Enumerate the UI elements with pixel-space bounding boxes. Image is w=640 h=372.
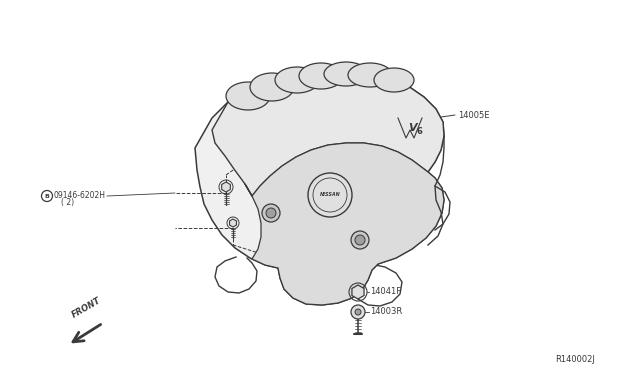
Polygon shape — [195, 72, 444, 305]
Text: 14041F: 14041F — [370, 288, 401, 296]
Text: R140002J: R140002J — [555, 356, 595, 365]
Text: ( 2): ( 2) — [61, 198, 74, 206]
Circle shape — [308, 173, 352, 217]
Text: V: V — [408, 123, 416, 133]
Circle shape — [355, 309, 361, 315]
Ellipse shape — [348, 63, 392, 87]
Circle shape — [351, 305, 365, 319]
Ellipse shape — [250, 73, 294, 101]
Ellipse shape — [275, 67, 319, 93]
Text: 09146-6202H: 09146-6202H — [54, 192, 106, 201]
Ellipse shape — [374, 68, 414, 92]
Ellipse shape — [226, 82, 270, 110]
Circle shape — [266, 208, 276, 218]
Text: 14003R: 14003R — [370, 308, 403, 317]
Circle shape — [351, 231, 369, 249]
Circle shape — [355, 235, 365, 245]
Text: NISSAN: NISSAN — [319, 192, 340, 198]
Circle shape — [262, 204, 280, 222]
Text: B: B — [45, 193, 49, 199]
Polygon shape — [245, 143, 444, 305]
Ellipse shape — [324, 62, 368, 86]
Ellipse shape — [299, 63, 343, 89]
Text: FRONT: FRONT — [70, 296, 102, 320]
Polygon shape — [212, 72, 444, 196]
Text: 14005E: 14005E — [458, 110, 490, 119]
Text: 6: 6 — [416, 128, 422, 137]
